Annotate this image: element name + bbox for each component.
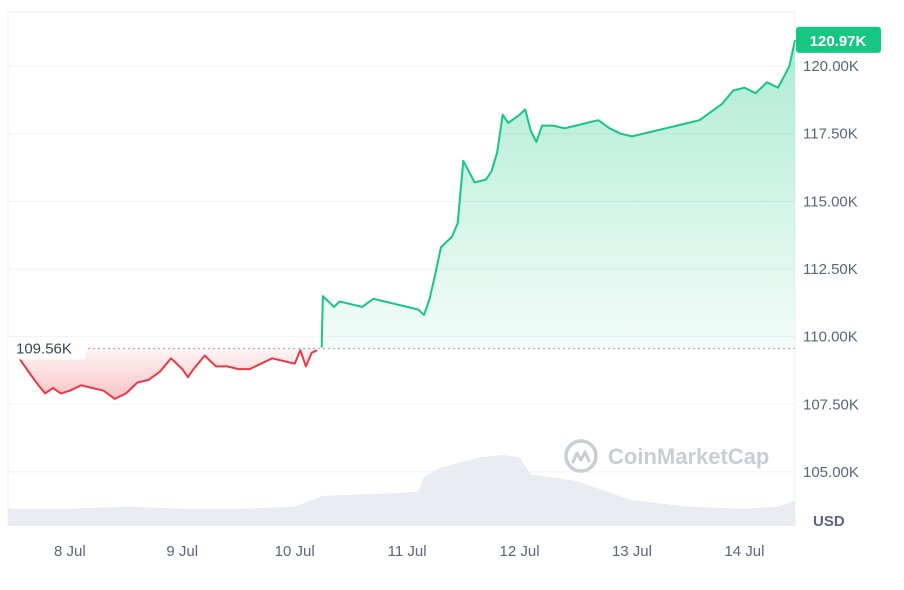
price-lines	[18, 39, 796, 400]
area-fills	[19, 39, 795, 399]
x-tick-label: 11 Jul	[388, 543, 427, 560]
x-tick-label: 8 Jul	[54, 543, 86, 560]
price-line-down	[18, 349, 318, 400]
up-area-fill	[321, 39, 795, 349]
down-area-fill	[19, 348, 318, 399]
x-axis: 8 Jul 9 Jul 10 Jul 11 Jul 12 Jul 13 Jul 14 Jul	[54, 543, 764, 560]
coinmarketcap-logo-mark	[571, 450, 591, 464]
price-line-up	[320, 39, 796, 348]
currency-unit-label: USD	[813, 513, 845, 530]
current-price-tag	[796, 26, 881, 53]
watermark: CoinMarketCap	[564, 439, 769, 473]
x-tick-label: 13 Jul	[612, 543, 652, 560]
y-tick-label: 117.50K	[803, 126, 858, 143]
watermark-text: CoinMarketCap	[608, 444, 769, 469]
volume-shape	[8, 455, 795, 526]
x-tick-label: 14 Jul	[724, 543, 764, 560]
y-tick-label: 120.00K	[803, 58, 859, 75]
coinmarketcap-logo-icon	[564, 439, 598, 473]
volume-area	[8, 455, 795, 526]
y-tick-label: 112.50K	[803, 261, 858, 278]
y-tick-label: 105.00K	[803, 464, 859, 481]
reference-price-label: 109.56K	[16, 341, 72, 358]
x-tick-label: 12 Jul	[500, 543, 540, 560]
reference-label-bg	[8, 337, 86, 360]
price-labels: 109.56K 120.97K	[8, 26, 881, 360]
y-tick-label: 110.00K	[803, 329, 858, 346]
x-tick-label: 10 Jul	[275, 543, 315, 560]
y-axis: 105.00K 107.50K 110.00K 112.50K 115.00K 117.5…	[803, 58, 859, 530]
y-tick-label: 115.00K	[803, 193, 858, 210]
y-tick-label: 107.50K	[803, 396, 859, 413]
x-tick-label: 9 Jul	[166, 543, 198, 560]
current-price-label: 120.97K	[810, 33, 867, 50]
